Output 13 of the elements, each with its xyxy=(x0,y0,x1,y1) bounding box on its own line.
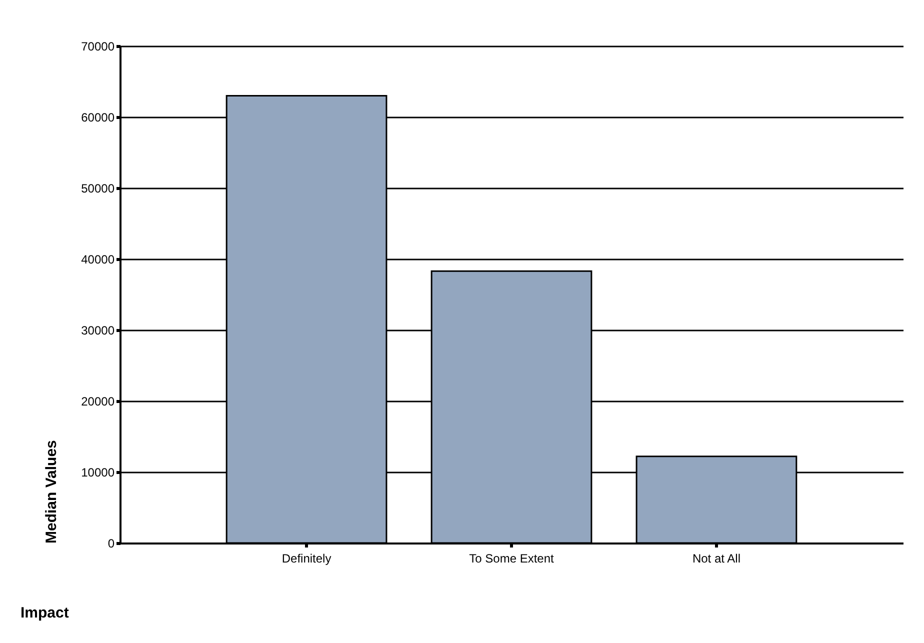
y-tick-label: 0 xyxy=(108,536,115,550)
x-tick-label: Not at All xyxy=(692,552,740,566)
y-tick-label: 30000 xyxy=(81,324,115,338)
y-tick-label: 10000 xyxy=(81,466,115,480)
x-tick-label: To Some Extent xyxy=(469,552,555,566)
x-tick-label: Definitely xyxy=(282,552,332,566)
y-tick-label: 60000 xyxy=(81,110,115,124)
y-tick-label: 40000 xyxy=(81,252,115,266)
y-axis-title: Median Values xyxy=(43,440,60,544)
y-tick-label: 50000 xyxy=(81,182,115,196)
x-axis-title: Impact xyxy=(20,604,69,622)
y-tick-label: 70000 xyxy=(81,40,115,54)
y-tick-label: 20000 xyxy=(81,394,115,408)
